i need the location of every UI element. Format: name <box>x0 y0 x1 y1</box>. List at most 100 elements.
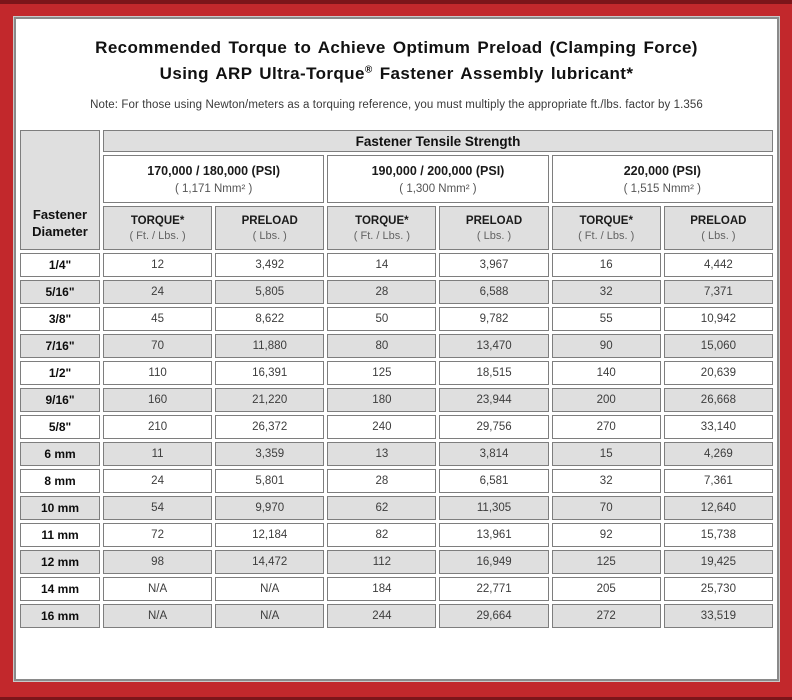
title-product-name: Using ARP Ultra-Torque <box>159 63 365 83</box>
torque-unit: ( Ft. / Lbs. ) <box>129 229 186 242</box>
torque-cell: 240 <box>327 415 437 439</box>
torque-cell: 92 <box>551 523 661 547</box>
torque-cell: 45 <box>103 307 213 331</box>
preload-cell: 8,622 <box>215 307 325 331</box>
preload-unit: ( Lbs. ) <box>476 229 512 242</box>
table-row: 5/16" 24 5,805 28 6,588 32 7,371 <box>20 280 773 304</box>
psi-group-header-row: 170,000 / 180,000 (PSI) ( 1,171 Nmm² ) 1… <box>20 155 773 203</box>
fastener-diameter-cell: 3/8" <box>20 307 100 331</box>
preload-cell: 29,756 <box>439 415 549 439</box>
title-block: Recommended Torque to Achieve Optimum Pr… <box>17 19 776 127</box>
page-title-line2: Using ARP Ultra-Torque® Fastener Assembl… <box>27 61 766 87</box>
conversion-note: Note: For those using Newton/meters as a… <box>90 99 703 111</box>
fastener-diameter-cell: 1/4" <box>20 253 100 277</box>
table-row: 16 mm N/A N/A 244 29,664 272 33,519 <box>20 604 773 628</box>
psi-group-1-label: 170,000 / 180,000 (PSI) <box>147 163 281 178</box>
preload-cell: 3,967 <box>439 253 549 277</box>
preload-cell: 26,668 <box>663 388 773 412</box>
preload-cell: 33,519 <box>663 604 773 628</box>
preload-cell: 5,801 <box>215 469 325 493</box>
torque-cell: 70 <box>103 334 213 358</box>
preload-cell: 12,640 <box>663 496 773 520</box>
table-row: 12 mm 98 14,472 112 16,949 125 19,425 <box>20 550 773 574</box>
torque-cell: 180 <box>327 388 437 412</box>
preload-cell: 23,944 <box>439 388 549 412</box>
table-row: 7/16" 70 11,880 80 13,470 90 15,060 <box>20 334 773 358</box>
table-row: 8 mm 24 5,801 28 6,581 32 7,361 <box>20 469 773 493</box>
preload-cell: 13,470 <box>439 334 549 358</box>
fastener-diameter-cell: 7/16" <box>20 334 100 358</box>
table-row: 5/8" 210 26,372 240 29,756 270 33,140 <box>20 415 773 439</box>
torque-cell: 32 <box>551 280 661 304</box>
preload-cell: 6,581 <box>439 469 549 493</box>
preload-cell: 15,060 <box>663 334 773 358</box>
fastener-diameter-cell: 5/16" <box>20 280 100 304</box>
torque-cell: 12 <box>103 253 213 277</box>
preload-label: PRELOAD <box>241 214 298 227</box>
torque-cell: 98 <box>103 550 213 574</box>
torque-cell: 160 <box>103 388 213 412</box>
torque-cell: 140 <box>551 361 661 385</box>
preload-column-header: PRELOAD ( Lbs. ) <box>215 206 325 250</box>
table-row: 9/16" 160 21,220 180 23,944 200 26,668 <box>20 388 773 412</box>
preload-label: PRELOAD <box>465 214 523 227</box>
torque-cell: 15 <box>551 442 661 466</box>
content-panel: Recommended Torque to Achieve Optimum Pr… <box>13 16 780 682</box>
fastener-diameter-header: Fastener Diameter <box>20 130 100 250</box>
torque-cell: 16 <box>551 253 661 277</box>
torque-cell: 82 <box>327 523 437 547</box>
fastener-diameter-cell: 14 mm <box>20 577 100 601</box>
fastener-diameter-cell: 1/2" <box>20 361 100 385</box>
preload-column-header: PRELOAD ( Lbs. ) <box>439 206 549 250</box>
torque-column-header: TORQUE* ( Ft. / Lbs. ) <box>103 206 213 250</box>
torque-cell: 70 <box>551 496 661 520</box>
torque-table: Fastener Diameter Fastener Tensile Stren… <box>17 127 776 631</box>
table-row: 6 mm 11 3,359 13 3,814 15 4,269 <box>20 442 773 466</box>
fastener-diameter-cell: 16 mm <box>20 604 100 628</box>
preload-cell: 4,269 <box>663 442 773 466</box>
preload-cell: 25,730 <box>663 577 773 601</box>
torque-cell: 24 <box>103 280 213 304</box>
table-row: 3/8" 45 8,622 50 9,782 55 10,942 <box>20 307 773 331</box>
preload-cell: 4,442 <box>663 253 773 277</box>
preload-cell: 12,184 <box>215 523 325 547</box>
preload-cell: 7,371 <box>663 280 773 304</box>
preload-cell: 14,472 <box>215 550 325 574</box>
psi-group-2-label: 190,000 / 200,000 (PSI) <box>371 163 505 178</box>
torque-cell: 90 <box>551 334 661 358</box>
torque-cell: N/A <box>103 604 213 628</box>
psi-group-2: 190,000 / 200,000 (PSI) ( 1,300 Nmm² ) <box>327 155 549 203</box>
torque-cell: 210 <box>103 415 213 439</box>
preload-cell: 6,588 <box>439 280 549 304</box>
preload-cell: 33,140 <box>663 415 773 439</box>
torque-cell: 205 <box>551 577 661 601</box>
fastener-diameter-cell: 9/16" <box>20 388 100 412</box>
preload-cell: 11,880 <box>215 334 325 358</box>
torque-column-header: TORQUE* ( Ft. / Lbs. ) <box>551 206 661 250</box>
preload-cell: 22,771 <box>439 577 549 601</box>
tensile-strength-header-row: Fastener Diameter Fastener Tensile Stren… <box>20 130 773 250</box>
torque-unit: ( Ft. / Lbs. ) <box>353 229 410 242</box>
torque-cell: 110 <box>103 361 213 385</box>
torque-cell: 13 <box>327 442 437 466</box>
table-row: 1/2" 110 16,391 125 18,515 140 20,639 <box>20 361 773 385</box>
preload-cell: 16,391 <box>215 361 325 385</box>
page-title-line1: Recommended Torque to Achieve Optimum Pr… <box>95 38 698 57</box>
table-row: 1/4" 12 3,492 14 3,967 16 4,442 <box>20 253 773 277</box>
torque-cell: 28 <box>327 469 437 493</box>
preload-cell: 3,814 <box>439 442 549 466</box>
tensile-strength-header: Fastener Tensile Strength <box>103 130 773 152</box>
column-header-row: TORQUE* ( Ft. / Lbs. ) PRELOAD ( Lbs. ) … <box>20 206 773 250</box>
preload-cell: 15,738 <box>663 523 773 547</box>
torque-label: TORQUE* <box>355 214 409 227</box>
preload-cell: 7,361 <box>663 469 773 493</box>
torque-cell: 32 <box>551 469 661 493</box>
preload-cell: 18,515 <box>439 361 549 385</box>
preload-cell: 21,220 <box>215 388 325 412</box>
preload-cell: 16,949 <box>439 550 549 574</box>
torque-cell: 112 <box>327 550 437 574</box>
torque-cell: 72 <box>103 523 213 547</box>
torque-cell: 11 <box>103 442 213 466</box>
title-suffix: Fastener Assembly lubricant* <box>372 63 634 83</box>
